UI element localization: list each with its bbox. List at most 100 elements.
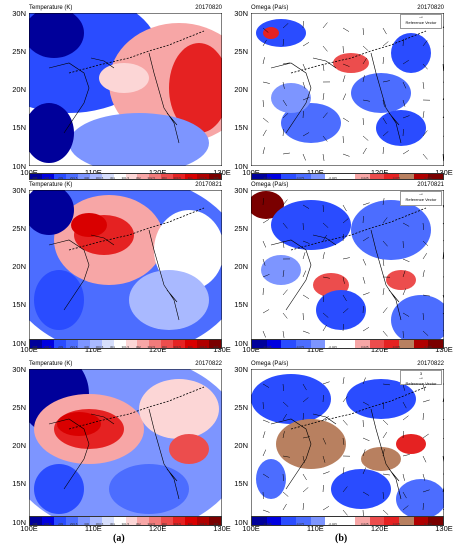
wind-vector [402,431,404,439]
colorbar-cell [113,174,126,179]
colorbar-cell [30,517,42,525]
wind-vector [402,115,410,119]
wind-vector [322,294,324,302]
y-tick-label: 15N [12,479,26,489]
field-plot [29,13,222,166]
x-tick-label: 120E [148,524,167,533]
colorbar-label: 303.5 [173,344,181,349]
contour-region [271,200,351,250]
colorbar-cell [252,517,267,525]
x-tick-label: 120E [148,345,167,354]
wind-vector [302,383,307,391]
temperature-map-20170821: Temperature (K) 20170821 30N 25N 20N 15N 10N 10… [12,182,231,354]
wind-vector [262,57,265,65]
colorbar-cell [209,340,221,348]
x-tick-label: 110E [84,345,102,354]
x-tick-label: 110E [84,524,102,533]
colorbar-cell [89,340,102,348]
y-tick-label: 10N [234,161,248,171]
wind-vector [382,288,385,296]
wind-vector [402,99,406,107]
colorbar-label: 303 [161,344,167,349]
wind-vector [362,437,370,442]
colorbar-cell [209,174,221,179]
contour-region [69,113,209,166]
colorbar-label: 298 [32,521,38,526]
wind-vector [282,81,285,89]
field-plot [29,369,222,522]
colorbar-cell [125,174,138,179]
wind-vector [342,234,344,242]
contour-region [71,213,107,237]
wind-vector [282,491,289,497]
temperature-map-20170820: Temperature (K) 20170820 30N 25N 20N 15N 10N 10… [12,5,231,177]
wind-vector [322,415,329,421]
colorbar-cell [41,340,54,348]
colorbar-label: -0.075 [295,521,305,526]
colorbar-label: 0.025 [361,521,369,526]
colorbar-label: 298.5 [44,175,52,180]
colorbar-cell [173,340,186,348]
wind-vector [282,503,287,511]
wind-vector [382,509,389,515]
x-tick-label: 100E [242,524,260,533]
colorbar-cell [53,517,66,525]
reference-label: Reference Vector [405,381,437,386]
colorbar-cell [310,340,326,348]
wind-vector [442,153,444,161]
wind-vector [302,97,310,101]
wind-vector [322,63,325,71]
colorbar-label: 304.5 [199,344,207,349]
colorbar-cell [197,517,210,525]
wind-vector [382,41,389,47]
reference-vector-box: 3 → Reference Vector [400,370,442,386]
y-tick-label: 30N [12,8,26,18]
contour-region [386,270,416,290]
colorbar-label: 301.5 [121,344,130,349]
wind-vector [302,413,304,421]
colorbar-cell [125,517,138,525]
wind-vector [262,81,270,84]
omega-map-20170821: Omega (Pa/s) 20170821 → Reference Vector 30N… [234,182,453,354]
wind-vector [362,509,364,517]
panel-date: 20170820 [417,5,444,11]
coastline [48,52,180,144]
wind-vector [362,216,364,224]
x-tick-label: 100E [242,345,260,354]
wind-vector [342,509,348,516]
wind-vector [402,39,404,47]
y-tick-label: 10N [12,338,26,348]
wind-vector [322,471,330,475]
wind-vector [382,491,384,499]
reference-value: 3 [419,371,423,376]
wind-vector [382,419,389,426]
wind-vector [262,129,267,137]
colorbar-labels: 298 298.5 299 299.5 300 300.5 301 301.5 302 302.5… [29,522,222,526]
colorbar-label: -0.025 [328,521,337,526]
wind-vector [362,27,364,35]
colorbar-cell [149,340,162,348]
colorbar-label: 301 [109,175,115,180]
colorbar-cell [310,517,326,525]
reference-arrow-icon: → [418,191,424,197]
wind-vector [422,40,428,47]
temperature-colorbar-3 [29,516,222,526]
reference-label: Reference Vector [405,20,437,25]
wind-vector [402,270,406,278]
wind-vector [282,401,289,407]
panel-title: Temperature (K) [29,361,73,367]
x-tick-label: 130E [435,524,453,533]
colorbar-label: 302.5 [147,344,156,349]
wind-vector [322,252,325,260]
colorbar-cell [296,174,311,179]
wind-vector [302,473,307,481]
wind-vector [302,42,310,47]
contour-region [261,255,301,285]
colorbar-label: 300 [84,521,90,526]
wind-vector [422,473,426,481]
wind-vector [382,307,388,314]
wind-vector [422,130,428,137]
colorbar-cell [252,340,267,348]
reference-arrow-icon: → [418,375,424,381]
y-tick-label: 15N [12,300,26,310]
